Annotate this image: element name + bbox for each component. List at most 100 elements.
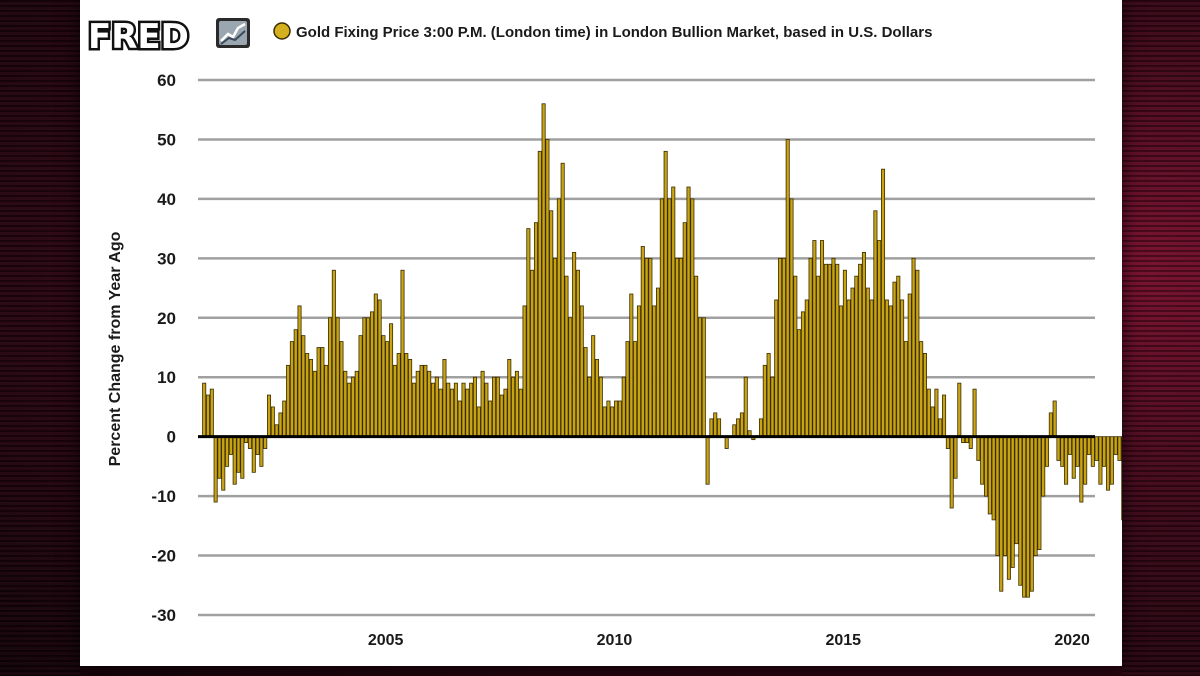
bar — [1045, 436, 1050, 467]
bar — [358, 335, 363, 438]
bar — [1117, 436, 1122, 461]
bar — [411, 382, 416, 438]
bar — [320, 347, 325, 438]
bar — [472, 376, 477, 438]
bar — [533, 222, 538, 438]
bar — [915, 269, 920, 438]
y-tick-label: 10 — [157, 368, 176, 387]
bar — [377, 299, 382, 438]
y-tick-label: 40 — [157, 190, 176, 209]
bar — [922, 353, 927, 438]
y-tick-label: -10 — [151, 487, 176, 506]
bar — [221, 436, 226, 491]
bar — [408, 358, 413, 438]
fred-logo-text: FRED — [88, 17, 189, 57]
chart-frame: FRED Gold Fixing Price 3:00 P.M. (London… — [80, 0, 1122, 666]
bar — [831, 257, 836, 438]
bar — [919, 341, 924, 438]
bar — [659, 198, 664, 438]
y-tick-label: -30 — [151, 606, 176, 625]
bar — [766, 353, 771, 438]
y-tick-labels: 60 50 40 30 20 10 0 -10 -20 -30 — [151, 71, 176, 625]
bar — [488, 400, 493, 438]
bar — [213, 436, 218, 503]
bar — [774, 299, 779, 438]
bar — [331, 269, 336, 438]
bar — [541, 103, 546, 438]
bar — [1109, 436, 1114, 485]
bar — [251, 436, 256, 473]
bar — [1071, 436, 1076, 479]
bar — [827, 263, 832, 438]
bar — [709, 418, 714, 438]
bar — [499, 394, 504, 438]
bar — [442, 358, 447, 438]
bar — [938, 418, 943, 438]
bar — [888, 305, 893, 438]
bar — [789, 198, 794, 438]
bar — [232, 436, 237, 485]
bar — [1060, 436, 1065, 467]
bar — [945, 436, 950, 449]
bar — [209, 388, 214, 438]
bar — [781, 257, 786, 438]
legend-series-label: Gold Fixing Price 3:00 P.M. (London time… — [296, 24, 932, 41]
y-tick-label: 30 — [157, 249, 176, 268]
bar — [644, 257, 649, 438]
bar — [1113, 436, 1118, 455]
bar — [480, 370, 485, 438]
bar — [350, 376, 355, 438]
bar — [911, 257, 916, 438]
bar — [842, 269, 847, 438]
bar — [667, 198, 672, 438]
bar — [793, 275, 798, 438]
bar — [450, 388, 455, 438]
bar — [457, 400, 462, 438]
bar — [366, 317, 371, 438]
bar — [1079, 436, 1084, 503]
bar — [373, 293, 378, 438]
bar — [267, 394, 272, 438]
bar — [896, 275, 901, 438]
bar — [564, 275, 569, 438]
bar — [980, 436, 985, 485]
bar — [758, 418, 764, 438]
bar — [495, 376, 500, 438]
bar — [598, 376, 603, 438]
bar — [572, 251, 577, 438]
bar — [438, 388, 443, 438]
bar — [839, 305, 844, 438]
bar — [1102, 436, 1107, 467]
bar — [530, 269, 535, 438]
bar — [869, 299, 874, 438]
bar — [926, 388, 931, 438]
y-tick-label: -20 — [151, 547, 176, 566]
gridlines — [198, 78, 1095, 617]
bar — [934, 388, 939, 438]
bar — [690, 198, 695, 438]
bar — [328, 317, 333, 438]
bar — [873, 210, 878, 438]
bar — [633, 341, 638, 438]
bar — [984, 436, 989, 497]
bar — [1090, 436, 1095, 467]
bar — [389, 323, 394, 438]
bar — [484, 382, 489, 438]
x-tick-label: 2020 — [1054, 632, 1090, 649]
bar — [381, 335, 386, 438]
bar — [816, 275, 821, 438]
bar — [301, 335, 306, 438]
y-tick-label: 0 — [167, 428, 176, 447]
bar — [392, 364, 397, 438]
fred-chart-icon — [216, 18, 250, 48]
bar — [697, 317, 702, 438]
bar — [308, 358, 313, 438]
bar — [663, 150, 668, 438]
bar — [991, 436, 996, 521]
bar — [476, 406, 481, 438]
x-tick-labels: 2005 2010 2015 2020 — [368, 632, 1090, 649]
bar — [1029, 436, 1034, 592]
y-tick-label: 60 — [157, 71, 176, 90]
x-tick-label: 2005 — [368, 632, 404, 649]
bar — [1098, 436, 1103, 485]
